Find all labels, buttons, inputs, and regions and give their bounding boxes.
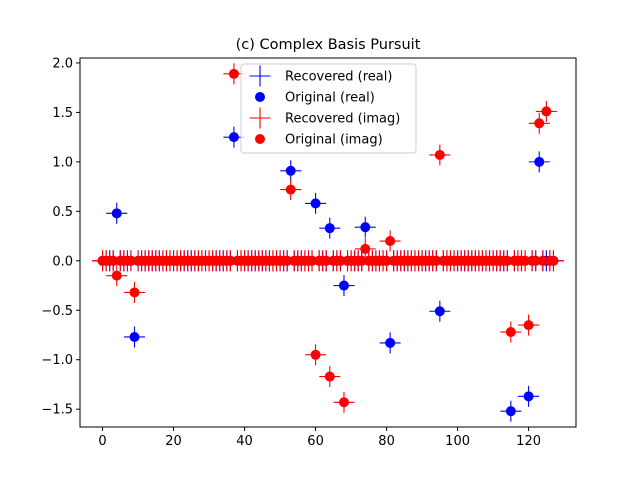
legend-label: Recovered (imag) <box>285 112 400 127</box>
data-point <box>310 349 321 360</box>
data-point <box>307 255 318 266</box>
legend-entry: Recovered (real) <box>249 65 392 87</box>
data-point <box>431 255 442 266</box>
y-tick-label: 1.0 <box>52 155 73 170</box>
data-point <box>360 243 371 254</box>
data-point <box>129 331 140 342</box>
plot-area <box>92 63 564 422</box>
y-tick-label: −1.0 <box>41 353 73 368</box>
data-point <box>505 406 516 417</box>
data-point <box>385 337 396 348</box>
data-point <box>228 132 239 143</box>
legend-entry: Recovered (imag) <box>249 107 400 129</box>
data-point <box>324 371 335 382</box>
data-point <box>285 184 296 195</box>
y-tick-label: −1.5 <box>41 403 73 418</box>
data-point <box>537 255 548 266</box>
x-tick-label: 100 <box>445 434 470 449</box>
data-point <box>282 255 293 266</box>
legend-label: Original (real) <box>285 91 375 106</box>
y-tick-label: −0.5 <box>41 304 73 319</box>
x-tick-label: 0 <box>98 434 106 449</box>
x-tick-label: 120 <box>516 434 541 449</box>
data-point <box>338 280 349 291</box>
legend-entry: Original (imag) <box>255 133 383 148</box>
data-point <box>523 320 534 331</box>
data-point <box>111 270 122 281</box>
axes: 0 20 40 60 80 100 120 −1.5 −1.0 −0.5 0.0 0.5 1.0 1.5 2… <box>41 56 577 449</box>
data-point <box>335 255 346 266</box>
legend-label: Original (imag) <box>285 133 383 148</box>
legend: Recovered (real) Original (real) Recovered… <box>240 63 417 154</box>
data-point <box>108 255 119 266</box>
x-tick-label: 20 <box>165 434 182 449</box>
legend-marker-dot <box>255 134 265 144</box>
data-point <box>530 255 541 266</box>
y-tick-label: 0.0 <box>52 254 73 269</box>
data-point <box>381 255 392 266</box>
data-point <box>505 327 516 338</box>
axes-frame <box>79 57 577 428</box>
data-point <box>338 397 349 408</box>
x-tick-label: 40 <box>236 434 253 449</box>
x-tick-label: 60 <box>307 434 324 449</box>
data-point <box>129 287 140 298</box>
data-point <box>111 208 122 219</box>
y-tick-label: 1.5 <box>52 106 73 121</box>
chart-title: (c) Complex Basis Pursuit <box>236 37 421 53</box>
data-point <box>434 306 445 317</box>
x-tick-label: 80 <box>378 434 395 449</box>
data-point <box>324 223 335 234</box>
legend-entry: Original (real) <box>255 91 375 106</box>
data-point <box>321 255 332 266</box>
y-tick-label: 2.0 <box>52 56 73 71</box>
data-point <box>310 198 321 209</box>
data-point <box>360 222 371 233</box>
data-point <box>434 149 445 160</box>
legend-marker-dot <box>255 92 265 102</box>
data-point <box>534 118 545 129</box>
data-point <box>228 68 239 79</box>
legend-label: Recovered (real) <box>285 70 392 85</box>
data-point <box>285 165 296 176</box>
data-point <box>520 255 531 266</box>
data-point <box>523 391 534 402</box>
data-point <box>356 255 367 266</box>
data-point <box>225 255 236 266</box>
y-tick-label: 0.5 <box>52 205 73 220</box>
data-point <box>548 255 559 266</box>
legend-box <box>240 63 417 154</box>
data-point <box>541 106 552 117</box>
data-point <box>502 255 513 266</box>
data-point <box>385 236 396 247</box>
data-point <box>125 255 136 266</box>
data-point <box>534 156 545 167</box>
